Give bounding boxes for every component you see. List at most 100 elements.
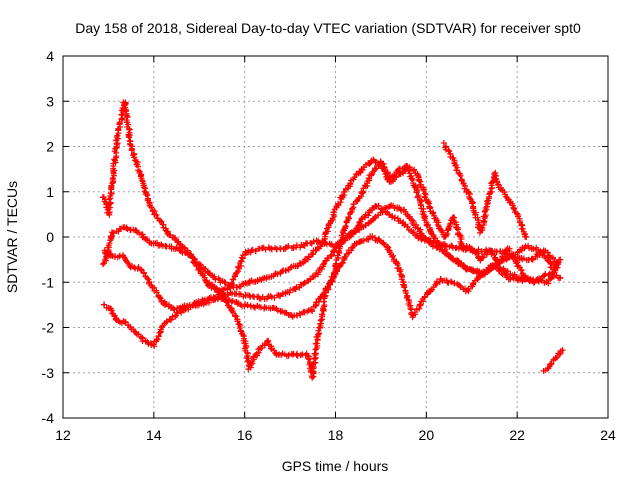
data-points	[99, 99, 566, 381]
data-point	[235, 263, 242, 270]
data-point	[480, 254, 487, 261]
data-point	[324, 228, 331, 235]
data-point	[106, 251, 113, 258]
data-point	[154, 239, 161, 246]
data-point	[360, 237, 367, 244]
data-point	[112, 316, 119, 323]
data-point	[101, 301, 108, 308]
data-point	[482, 204, 489, 211]
data-point	[404, 293, 411, 300]
data-point	[550, 255, 557, 262]
data-point	[380, 240, 387, 247]
data-point	[475, 246, 482, 253]
data-point	[509, 274, 516, 281]
data-point	[445, 252, 452, 259]
x-tick-label: 22	[509, 427, 525, 443]
data-point	[413, 221, 420, 228]
y-tick-label: -2	[42, 320, 55, 336]
data-point	[501, 250, 508, 257]
data-point	[554, 354, 561, 361]
data-point	[342, 223, 349, 230]
data-point	[154, 336, 161, 343]
data-point	[312, 247, 319, 254]
data-point	[308, 307, 315, 314]
data-point	[312, 340, 319, 347]
data-point	[480, 269, 487, 276]
data-point	[519, 225, 526, 232]
data-point	[404, 223, 411, 230]
data-point	[523, 274, 530, 281]
data-point	[517, 266, 524, 273]
data-point	[472, 249, 479, 256]
data-point	[153, 337, 160, 344]
data-point	[249, 293, 256, 300]
data-point	[536, 276, 543, 283]
data-point	[156, 294, 163, 301]
data-point	[221, 278, 228, 285]
data-point	[457, 172, 464, 179]
x-tick-label: 14	[146, 427, 162, 443]
data-point	[265, 337, 272, 344]
data-point	[250, 303, 257, 310]
data-point	[349, 205, 356, 212]
data-point	[359, 166, 366, 173]
data-point	[139, 177, 146, 184]
data-point	[358, 216, 365, 223]
data-point	[155, 332, 162, 339]
data-point	[557, 256, 564, 263]
data-point	[158, 218, 165, 225]
chart-title: Day 158 of 2018, Sidereal Day-to-day VTE…	[75, 20, 581, 36]
data-point	[401, 284, 408, 291]
data-point	[249, 246, 256, 253]
data-point	[162, 242, 169, 249]
x-tick-label: 24	[600, 427, 616, 443]
data-point	[491, 251, 498, 258]
data-point	[433, 278, 440, 285]
data-point	[553, 262, 560, 269]
data-point	[434, 222, 441, 229]
data-point	[415, 193, 422, 200]
data-point	[330, 209, 337, 216]
data-point	[513, 210, 520, 217]
data-point	[314, 244, 321, 251]
data-point	[228, 280, 235, 287]
data-point	[390, 252, 397, 259]
data-point	[545, 272, 552, 279]
data-point	[224, 299, 231, 306]
data-point	[330, 248, 337, 255]
data-point	[337, 243, 344, 250]
data-point	[176, 240, 183, 247]
data-point	[352, 229, 359, 236]
data-point	[297, 281, 304, 288]
data-point	[131, 154, 138, 161]
data-point	[297, 311, 304, 318]
data-point	[362, 211, 369, 218]
data-point	[482, 212, 489, 219]
data-point	[233, 313, 240, 320]
data-point	[436, 278, 443, 285]
x-tick-label: 18	[328, 427, 344, 443]
data-point	[211, 273, 218, 280]
data-point	[523, 234, 530, 240]
data-point	[299, 351, 306, 358]
data-point	[262, 246, 269, 253]
data-point	[557, 274, 564, 281]
data-point	[285, 243, 292, 250]
data-point	[356, 219, 363, 226]
data-point	[317, 317, 324, 324]
y-tick-label: -3	[42, 365, 55, 381]
data-point	[197, 261, 204, 268]
data-point	[307, 275, 314, 282]
data-point	[533, 251, 540, 258]
y-tick-label: 1	[46, 184, 54, 200]
data-point	[536, 275, 543, 282]
x-axis-label: GPS time / hours	[282, 458, 389, 474]
data-point	[556, 351, 563, 358]
y-tick-label: -1	[42, 274, 55, 290]
data-point	[495, 181, 502, 188]
data-point	[464, 265, 471, 272]
data-point	[287, 264, 294, 271]
data-point	[137, 266, 144, 273]
data-point	[347, 180, 354, 187]
